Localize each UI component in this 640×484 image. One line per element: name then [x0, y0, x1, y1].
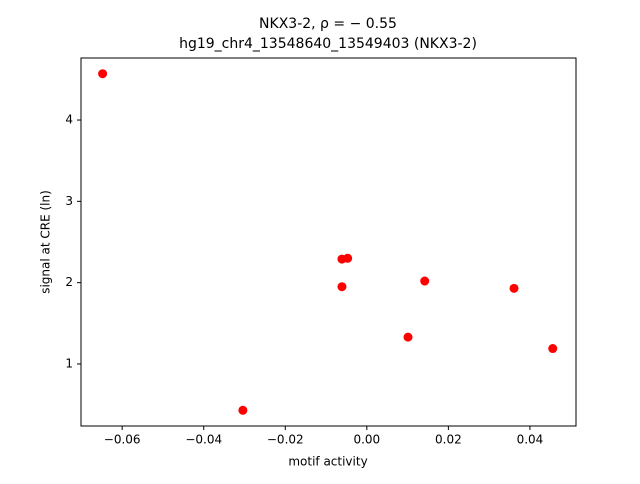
- x-axis-label: motif activity: [288, 455, 367, 469]
- y-tick-label: 3: [65, 194, 73, 208]
- point: [337, 282, 347, 292]
- y-tick-label: 2: [65, 275, 73, 289]
- point: [238, 405, 248, 415]
- point: [98, 69, 108, 79]
- x-tick-label: −0.02: [267, 433, 304, 447]
- y-tick-label: 1: [65, 356, 73, 370]
- x-tick-label: −0.04: [185, 433, 222, 447]
- chart-title: NKX3-2, ρ = − 0.55: [259, 16, 397, 32]
- point: [403, 332, 413, 342]
- point: [420, 276, 430, 286]
- x-tick-label: 0.04: [517, 433, 544, 447]
- x-tick-label: −0.06: [104, 433, 141, 447]
- point: [509, 283, 519, 293]
- y-tick-label: 4: [65, 113, 73, 127]
- point: [548, 344, 558, 354]
- point: [343, 253, 353, 263]
- x-tick-label: 0.02: [435, 433, 462, 447]
- chart-subtitle: hg19_chr4_13548640_13549403 (NKX3-2): [179, 36, 477, 52]
- x-tick-label: 0.00: [353, 433, 380, 447]
- y-axis-label: signal at CRE (ln): [39, 190, 53, 294]
- plot-frame: [80, 57, 577, 427]
